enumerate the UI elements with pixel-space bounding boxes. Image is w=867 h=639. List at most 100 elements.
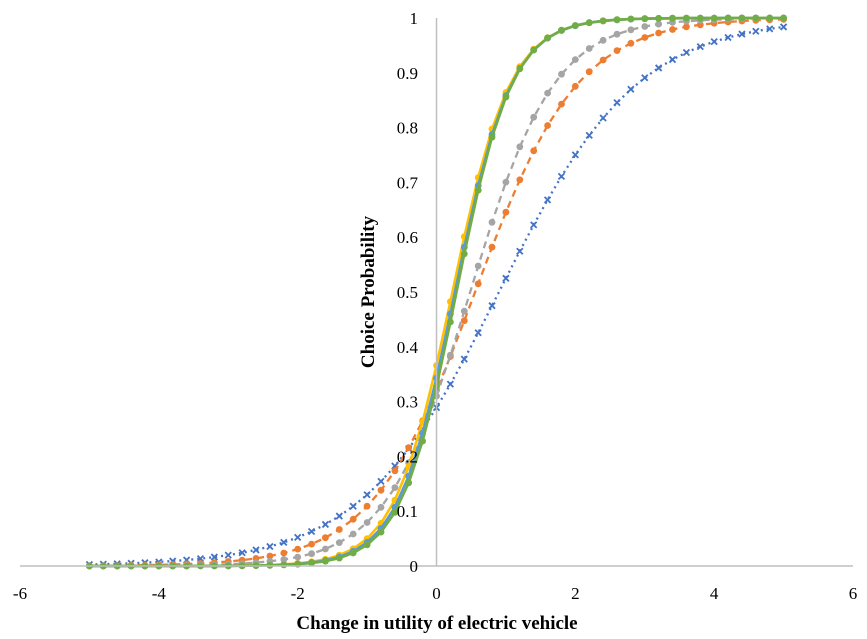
- data-point: [558, 70, 565, 78]
- data-point: [696, 14, 704, 22]
- data-point: [571, 22, 579, 29]
- data-point: [391, 508, 399, 516]
- data-point: [655, 15, 662, 22]
- x-tick-label: 4: [710, 584, 719, 603]
- data-point: [308, 540, 315, 548]
- data-point: [502, 208, 510, 216]
- data-point: [474, 186, 482, 194]
- data-point: [641, 23, 649, 30]
- data-point: [224, 551, 232, 559]
- data-point: [294, 533, 302, 542]
- data-point: [280, 556, 288, 563]
- data-point: [266, 552, 274, 560]
- data-point: [627, 39, 635, 47]
- data-point: [252, 546, 260, 554]
- y-tick-label: 0.8: [397, 119, 418, 138]
- data-point: [585, 131, 593, 139]
- data-point: [322, 557, 329, 565]
- data-point: [710, 37, 718, 46]
- data-point: [377, 477, 385, 485]
- data-point: [474, 329, 482, 337]
- data-point: [335, 512, 343, 520]
- data-point: [308, 550, 315, 558]
- data-point: [516, 143, 524, 151]
- x-tick-label: 6: [849, 584, 858, 603]
- data-point: [641, 74, 649, 82]
- data-point: [460, 317, 468, 325]
- data-point: [544, 122, 551, 129]
- x-tick-label: -6: [13, 584, 27, 603]
- data-point: [682, 48, 691, 57]
- data-point: [488, 243, 496, 251]
- y-tick-label: 0.5: [397, 283, 418, 302]
- data-point: [502, 93, 510, 101]
- data-point: [488, 302, 496, 310]
- x-tick-label: 2: [571, 584, 580, 603]
- data-point: [779, 23, 788, 31]
- data-point: [780, 14, 787, 22]
- data-point: [613, 30, 621, 38]
- data-point: [641, 15, 649, 22]
- data-point: [447, 351, 454, 359]
- data-point: [655, 29, 662, 37]
- data-point: [766, 14, 774, 22]
- data-point: [558, 26, 565, 34]
- data-point: [627, 26, 635, 34]
- data-point: [294, 545, 302, 553]
- data-point: [544, 34, 551, 42]
- x-tick-labels: -6 -4 -2 0 2 4 6: [13, 584, 857, 603]
- y-tick-label: 0.4: [397, 338, 419, 357]
- y-tick-label: 0.7: [397, 173, 419, 192]
- data-point: [738, 14, 746, 22]
- data-point: [571, 151, 579, 159]
- data-point: [474, 262, 482, 270]
- data-point: [210, 553, 219, 561]
- data-point: [474, 280, 482, 288]
- series-line: [89, 25, 784, 566]
- data-point: [613, 16, 621, 24]
- data-point: [377, 528, 385, 536]
- data-point: [335, 539, 343, 546]
- x-tick-label: 0: [432, 584, 441, 603]
- data-point: [280, 549, 288, 557]
- data-point: [321, 520, 330, 529]
- data-point: [530, 46, 538, 54]
- data-point: [654, 64, 663, 72]
- data-point: [599, 36, 607, 44]
- data-point: [613, 47, 621, 54]
- data-point: [571, 82, 579, 90]
- data-point: [710, 14, 718, 22]
- data-point: [641, 34, 649, 41]
- data-point: [669, 14, 676, 22]
- data-point: [391, 467, 399, 475]
- data-point: [738, 30, 746, 38]
- data-point: [488, 218, 496, 226]
- data-point: [391, 484, 399, 491]
- data-point: [516, 176, 524, 184]
- data-point: [447, 318, 454, 326]
- data-point: [488, 133, 496, 141]
- data-point: [377, 503, 385, 511]
- data-point: [349, 549, 357, 557]
- data-point: [460, 250, 468, 258]
- data-point: [363, 519, 371, 526]
- data-point: [349, 530, 357, 538]
- data-point: [558, 100, 565, 108]
- data-point: [502, 178, 510, 186]
- data-point: [544, 89, 551, 97]
- data-point: [585, 68, 593, 76]
- data-point: [627, 15, 635, 23]
- data-point: [599, 17, 607, 25]
- data-point: [530, 147, 538, 155]
- x-axis-title: Change in utility of electric vehicle: [296, 613, 577, 634]
- data-point: [571, 56, 579, 63]
- data-point: [752, 27, 760, 35]
- data-point: [585, 19, 593, 26]
- y-tick-label: 0.3: [397, 393, 418, 412]
- data-point: [696, 42, 704, 51]
- y-tick-label: 0.2: [397, 447, 418, 466]
- data-point: [322, 545, 329, 553]
- data-point: [363, 502, 371, 510]
- y-axis-title: Choice Probability: [358, 215, 379, 368]
- data-point: [557, 172, 566, 181]
